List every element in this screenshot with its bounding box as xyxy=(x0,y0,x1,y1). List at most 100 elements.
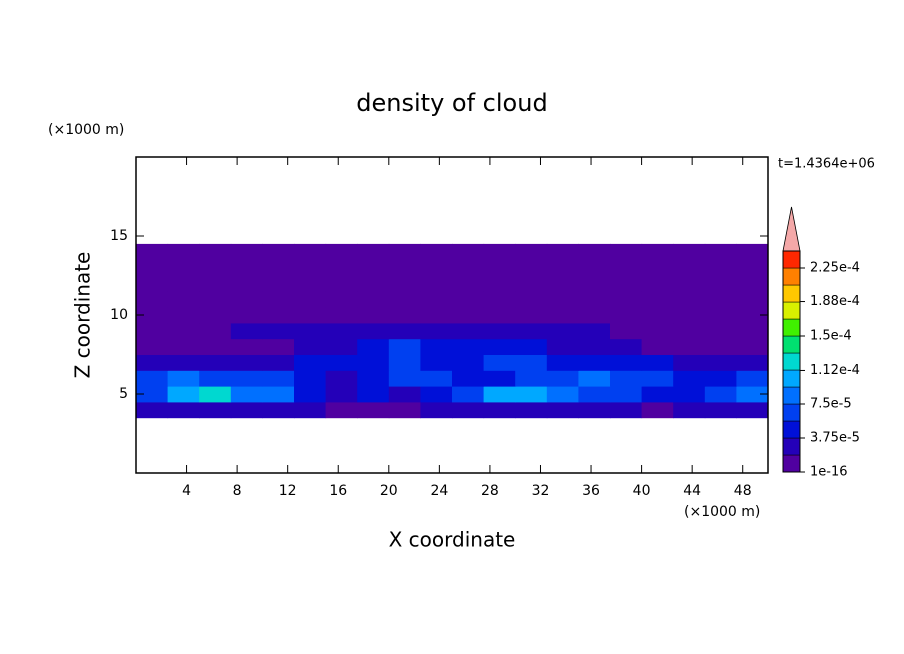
contour-cell xyxy=(610,259,643,276)
x-tick-label: 24 xyxy=(430,483,448,499)
contour-cell xyxy=(673,338,706,355)
contour-cell xyxy=(230,386,263,403)
contour-cell xyxy=(578,354,611,371)
contour-cell xyxy=(452,354,485,371)
contour-cell xyxy=(388,401,421,419)
contour-cell xyxy=(294,370,327,387)
x-unit: (×1000 m) xyxy=(684,504,760,520)
x-tick-label: 4 xyxy=(182,483,191,499)
contour-cell xyxy=(641,275,674,292)
contour-cell xyxy=(420,259,453,276)
contour-cell xyxy=(420,386,453,403)
contour-cell xyxy=(673,322,706,340)
contour-cell xyxy=(230,370,263,387)
contour-cell xyxy=(136,338,169,355)
contour-cell xyxy=(452,322,485,340)
contour-cell xyxy=(515,307,548,324)
contour-cell xyxy=(452,307,485,324)
contour-cell xyxy=(262,386,295,403)
contour-cell xyxy=(388,307,421,324)
contour-cell xyxy=(357,401,390,419)
contour-cell xyxy=(736,354,769,371)
contour-cell xyxy=(641,259,674,276)
contour-cell xyxy=(452,291,485,308)
contour-cell xyxy=(452,386,485,403)
contour-cell xyxy=(262,338,295,355)
contour-cell xyxy=(515,401,548,419)
colorbar-extend xyxy=(782,206,801,252)
contour-cell xyxy=(673,259,706,276)
contour-cell xyxy=(546,401,579,419)
contour-cell xyxy=(136,259,169,276)
contour-cell xyxy=(230,401,263,419)
contour-cell xyxy=(325,322,358,340)
contour-cell xyxy=(673,275,706,292)
contour-cell xyxy=(546,291,579,308)
contour-cell xyxy=(610,291,643,308)
contour-cell xyxy=(199,275,232,292)
x-tick-label: 44 xyxy=(683,483,701,499)
contour-cell xyxy=(136,370,169,387)
contour-cell xyxy=(136,291,169,308)
contour-cell xyxy=(294,291,327,308)
contour-cell xyxy=(294,354,327,371)
contour-cell xyxy=(578,243,611,261)
colorbar-box xyxy=(782,284,801,303)
contour-cell xyxy=(357,259,390,276)
contour-cell xyxy=(357,243,390,261)
contour-cell xyxy=(294,307,327,324)
contour-cell xyxy=(578,338,611,355)
contour-cell xyxy=(199,401,232,419)
contour-cell xyxy=(230,338,263,355)
contour-cell xyxy=(325,370,358,387)
contour-cell xyxy=(515,370,548,387)
colorbar: 1e-16 3.75e-5 7.5e-5 1.12e-4 1.5e-4 1.88e-4 2.… xyxy=(782,206,860,480)
contour-cell xyxy=(641,307,674,324)
x-tick-label: 32 xyxy=(532,483,550,499)
contour-cell xyxy=(388,322,421,340)
x-tick-label: 16 xyxy=(329,483,347,499)
contour-cell xyxy=(452,259,485,276)
contour-cell xyxy=(704,291,737,308)
contour-cell xyxy=(420,322,453,340)
contour-cell xyxy=(673,354,706,371)
contour-cell xyxy=(673,386,706,403)
contour-cell xyxy=(136,307,169,324)
annotation: t=1.4364e+06 xyxy=(778,157,875,172)
contour-cell xyxy=(230,259,263,276)
contour-cell xyxy=(136,275,169,292)
contour-cell xyxy=(483,386,516,403)
contour-cell xyxy=(483,370,516,387)
contour-cell xyxy=(704,307,737,324)
contour-cell xyxy=(357,354,390,371)
contour-cell xyxy=(641,354,674,371)
contour-cell xyxy=(610,370,643,387)
contour-cell xyxy=(136,386,169,403)
colorbar-box xyxy=(782,386,801,405)
y-tick-label: 5 xyxy=(119,386,128,402)
contour-cell xyxy=(199,243,232,261)
contour-cell xyxy=(357,307,390,324)
contour-cell xyxy=(325,243,358,261)
contour-cell xyxy=(673,401,706,419)
contour-cell xyxy=(136,243,169,261)
contour-cell xyxy=(167,370,200,387)
x-tick-label: 20 xyxy=(380,483,398,499)
contour-cell xyxy=(388,275,421,292)
y-unit: (×1000 m) xyxy=(48,122,124,138)
contour-cell xyxy=(357,338,390,355)
contour-cell xyxy=(578,307,611,324)
contour-cell xyxy=(610,243,643,261)
contour-cell xyxy=(357,386,390,403)
contour-cell xyxy=(420,291,453,308)
contour-cell xyxy=(673,370,706,387)
contour-cell xyxy=(325,401,358,419)
contour-cell xyxy=(420,275,453,292)
contour-cell xyxy=(578,401,611,419)
contour-cell xyxy=(704,259,737,276)
contour-cell xyxy=(515,291,548,308)
colorbar-box xyxy=(782,437,801,456)
contour-cell xyxy=(641,322,674,340)
